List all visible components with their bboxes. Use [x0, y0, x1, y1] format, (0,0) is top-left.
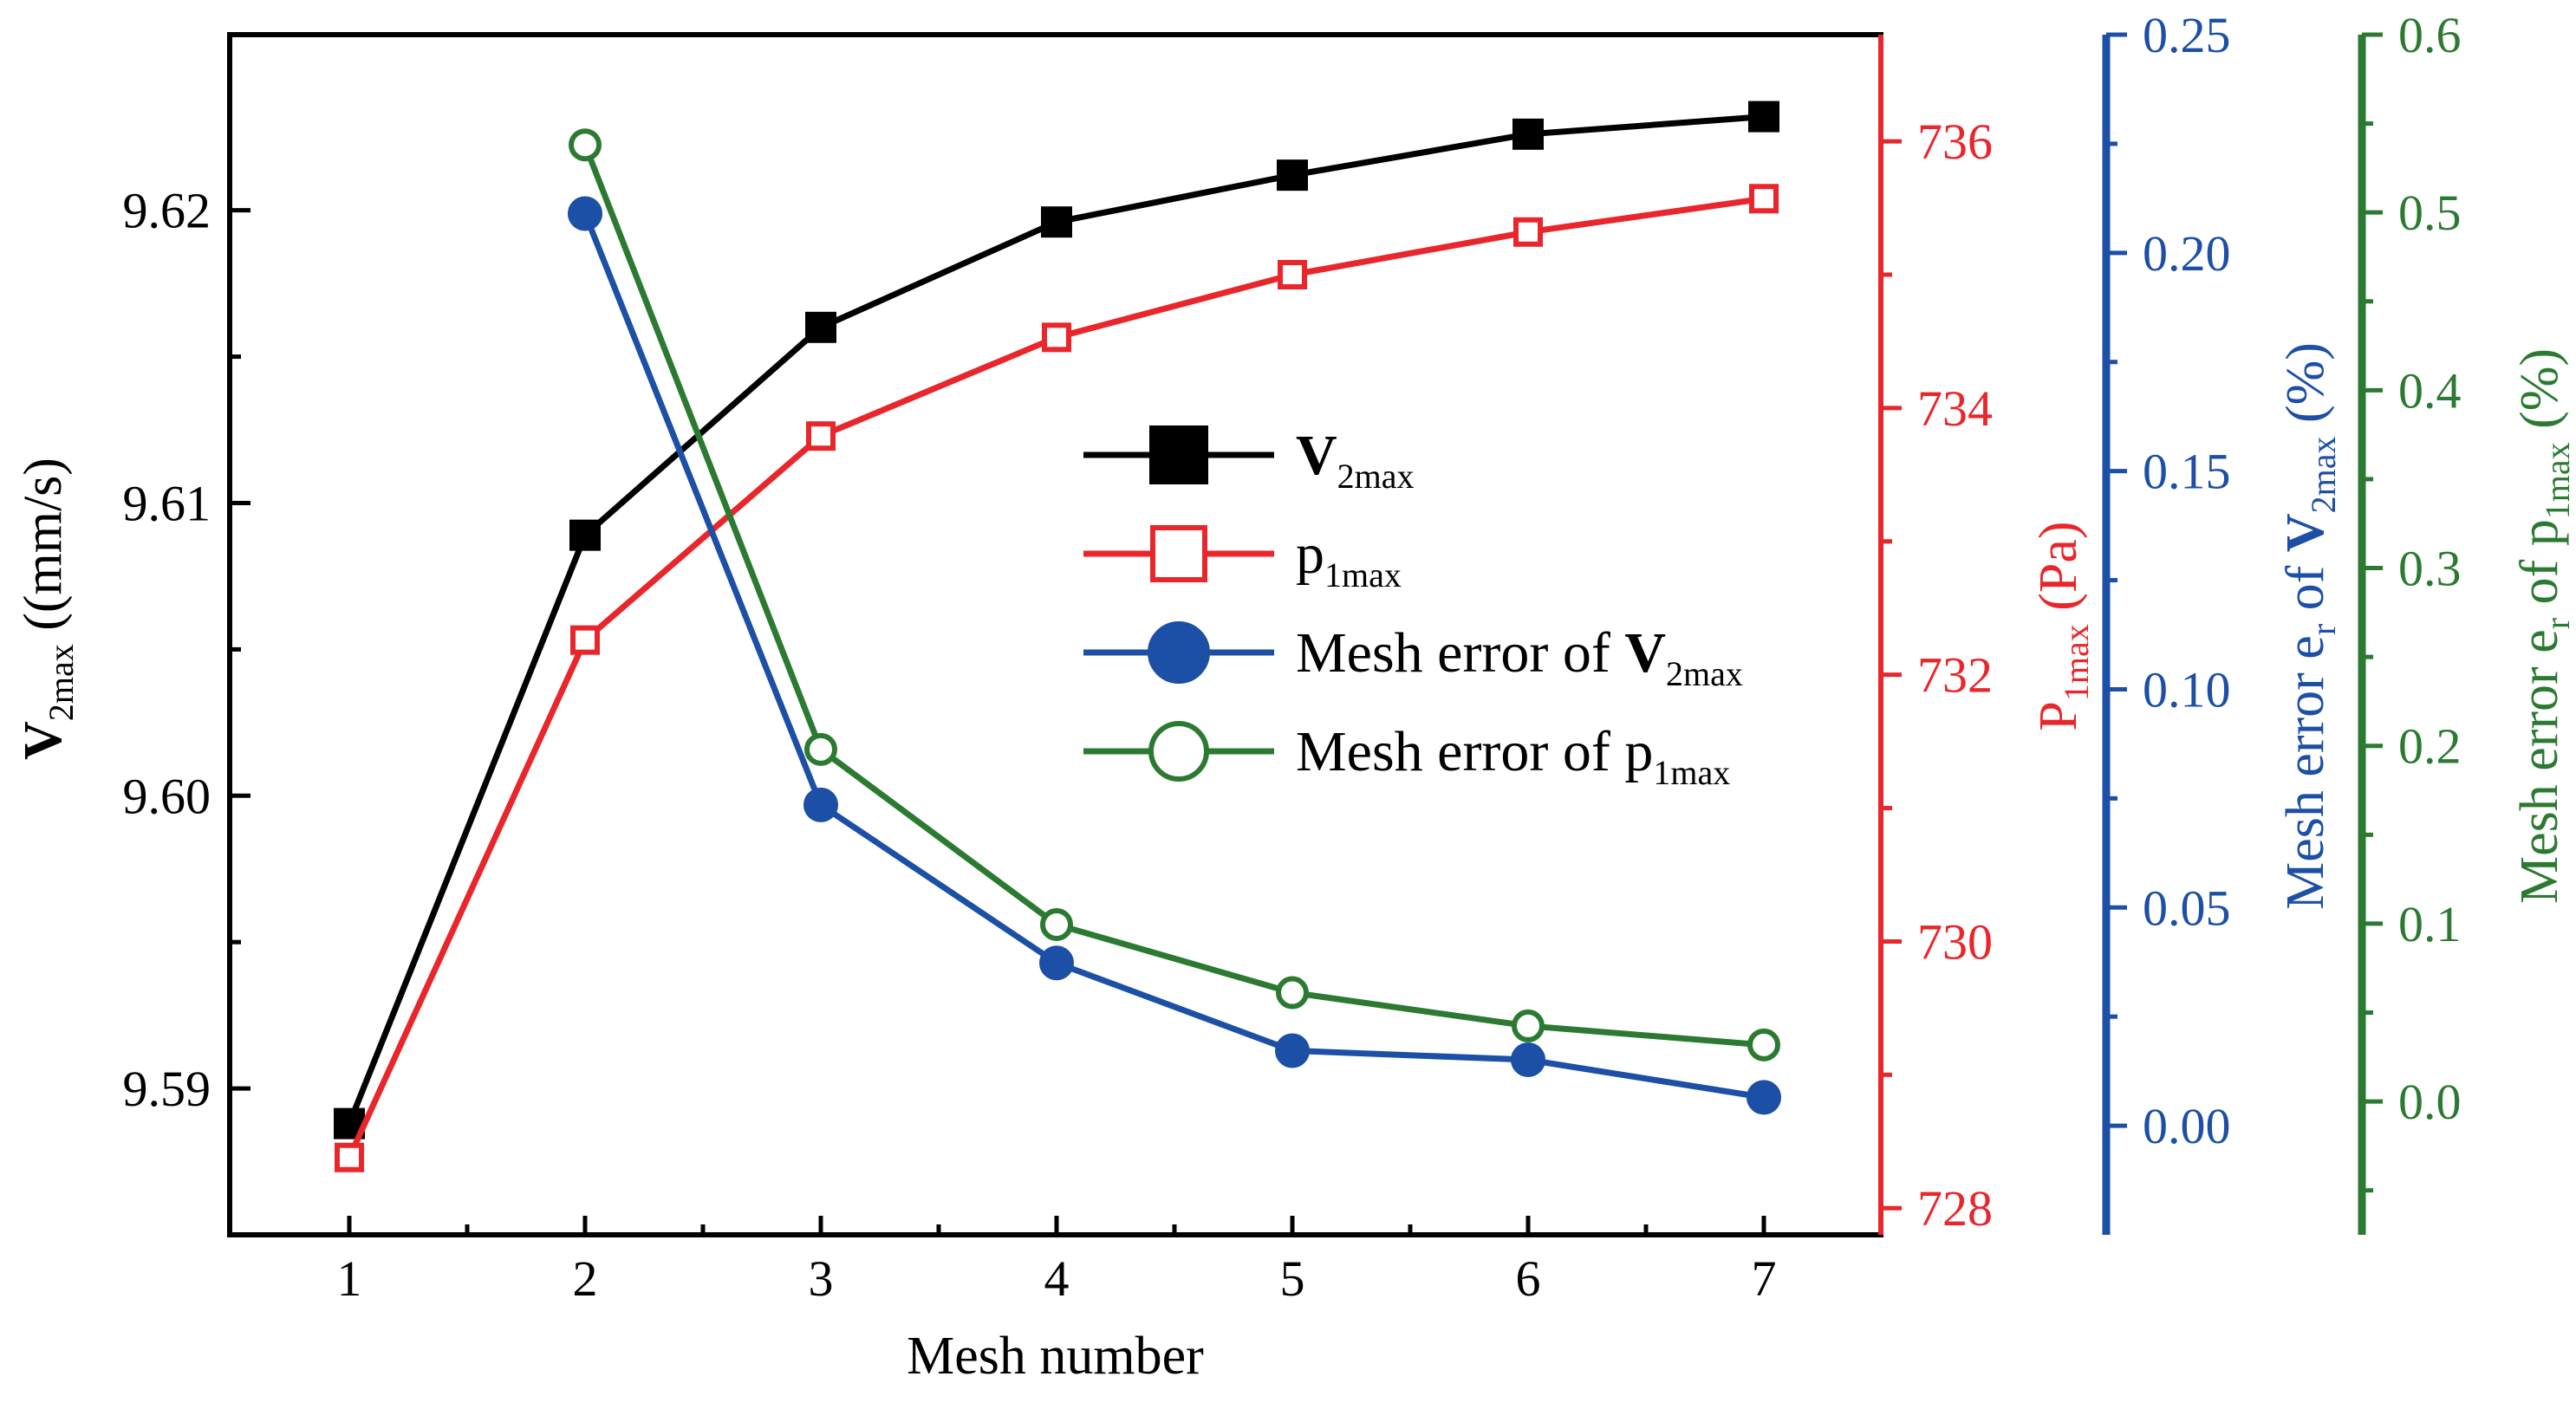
legend-label-1: p1max [1296, 523, 1402, 594]
y2-tick-label: 734 [1917, 380, 1993, 437]
series-1-point [1749, 184, 1779, 214]
series-1-point [335, 1142, 364, 1172]
y3-tick-label: 0.00 [2143, 1098, 2231, 1154]
series-2-point [1747, 1080, 1781, 1115]
legend-label-0: V2max [1296, 424, 1415, 496]
y2-tick-label: 730 [1917, 913, 1993, 970]
y4-tick-label: 0.4 [2398, 362, 2462, 419]
series-1-point [1278, 260, 1307, 289]
x-tick-label: 3 [809, 1250, 834, 1307]
series-3-point [1040, 907, 1073, 941]
series-3-point [569, 128, 602, 162]
y3-tick-label: 0.10 [2143, 661, 2231, 717]
y4-tick-label: 0.1 [2398, 896, 2462, 952]
series-layer [334, 101, 1781, 1172]
series-0-point [1277, 159, 1308, 192]
legend-marker-0 [1149, 425, 1208, 484]
x-tick-label: 7 [1752, 1250, 1777, 1307]
legend-marker-1 [1150, 525, 1207, 582]
series-2-point [1275, 1033, 1310, 1068]
legend-label-2: Mesh error of V2max [1296, 621, 1743, 693]
y1-tick-label: 9.59 [123, 1061, 211, 1117]
series-2-point [803, 787, 838, 822]
series-2-point [1511, 1042, 1545, 1078]
series-2-point [1039, 945, 1074, 981]
x-tick-label: 5 [1280, 1250, 1305, 1307]
series-line-3 [582, 143, 1765, 1049]
x-axis-title: Mesh number [907, 1327, 1204, 1386]
y1-axis-title: V2max ((mm/s) [14, 458, 81, 760]
y2-tick-label: 732 [1917, 647, 1993, 704]
series-1-point [1513, 217, 1543, 247]
y4-tick-label: 0.0 [2398, 1074, 2462, 1130]
y4-tick-label: 0.3 [2398, 541, 2462, 597]
legend: V2max p1max Mesh error of V2max Mesh error … [1083, 424, 1743, 792]
x-tick-label: 4 [1044, 1250, 1070, 1307]
y1-tick-label: 9.61 [123, 475, 211, 531]
series-1-point [570, 625, 600, 655]
y1-tick-label: 9.60 [123, 768, 211, 824]
y4-tick-label: 0.6 [2398, 7, 2462, 63]
series-0-point [805, 311, 836, 343]
series-3-point [1512, 1009, 1545, 1042]
series-line-2 [582, 212, 1765, 1101]
legend-label-3: Mesh error of p1max [1296, 720, 1730, 792]
y2-tick-label: 736 [1917, 114, 1993, 170]
series-0-point [569, 519, 601, 551]
x-tick-label: 6 [1516, 1250, 1541, 1307]
y3-axis-title: Mesh error er of V2max (%) [2276, 342, 2343, 910]
y3-tick-label: 0.20 [2143, 225, 2231, 282]
series-0-point [1512, 118, 1544, 150]
y4-tick-label: 0.5 [2398, 185, 2462, 241]
series-3-point [804, 732, 837, 766]
series-1-point [806, 421, 836, 451]
series-0-point [334, 1107, 365, 1140]
series-3-point [1747, 1028, 1780, 1062]
series-1-point [1042, 322, 1071, 353]
y2-tick-label: 728 [1917, 1180, 1993, 1237]
legend-marker-3 [1148, 721, 1209, 782]
legend-marker-2 [1148, 621, 1210, 684]
y4-axis-title: Mesh error er of p1max (%) [2510, 348, 2576, 904]
y4-tick-label: 0.2 [2398, 718, 2462, 775]
x-tick-label: 1 [337, 1250, 362, 1307]
series-0-point [1748, 101, 1779, 133]
series-0-point [1041, 206, 1072, 238]
y3-tick-label: 0.25 [2143, 7, 2231, 63]
series-3-point [1276, 976, 1309, 1010]
y2-axis-title: P1max (Pa) [2029, 521, 2096, 730]
y1-tick-label: 9.62 [123, 183, 211, 239]
y3-tick-label: 0.05 [2143, 880, 2231, 936]
series-2-point [568, 196, 602, 231]
y3-tick-label: 0.15 [2143, 444, 2231, 500]
plot-frame: 1 2 3 4 5 6 7 Mesh number 9.59 9.60 9.61 9.62 V2max … [14, 7, 2576, 1386]
x-tick-label: 2 [573, 1250, 598, 1307]
